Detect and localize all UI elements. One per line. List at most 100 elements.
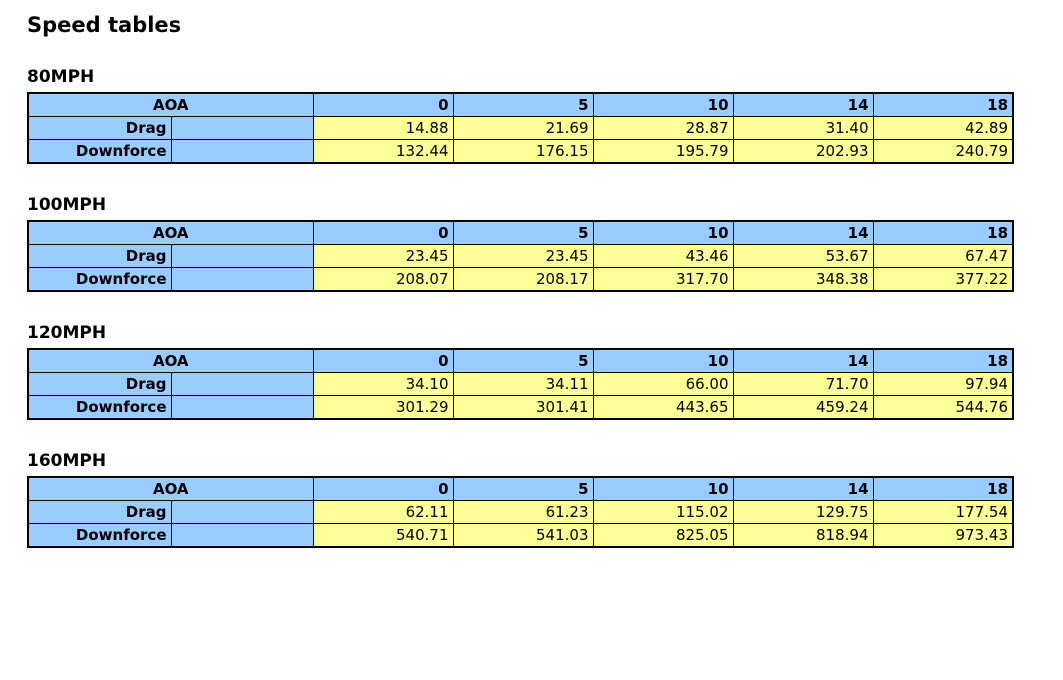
- aoa-header-cell: AOA: [27, 92, 314, 117]
- data-cell: 202.93: [732, 139, 874, 164]
- data-cell: 97.94: [872, 372, 1014, 396]
- row-spacer-cell: [170, 500, 314, 524]
- table-row: Drag 23.45 23.45 43.46 53.67 67.47: [27, 244, 1014, 268]
- row-spacer-cell: [170, 116, 314, 140]
- table-row: Drag 62.11 61.23 115.02 129.75 177.54: [27, 500, 1014, 524]
- aoa-value-header: 0: [312, 348, 454, 373]
- data-cell: 240.79: [872, 139, 1014, 164]
- data-cell: 34.11: [452, 372, 594, 396]
- speed-table: AOA 0 5 10 14 18 Drag 23.45 23.45 43.46 53.67 67.47…: [27, 220, 1015, 292]
- aoa-value-header: 5: [452, 476, 594, 501]
- data-cell: 31.40: [732, 116, 874, 140]
- data-cell: 23.45: [312, 244, 454, 268]
- table-header-row: AOA 0 5 10 14 18: [27, 92, 1014, 117]
- section-heading: 80MPH: [27, 67, 95, 87]
- data-cell: 301.29: [312, 395, 454, 420]
- data-cell: 541.03: [452, 523, 594, 548]
- data-cell: 28.87: [592, 116, 734, 140]
- data-cell: 132.44: [312, 139, 454, 164]
- aoa-value-header: 14: [732, 92, 874, 117]
- row-spacer-cell: [170, 139, 314, 164]
- aoa-value-header: 18: [872, 476, 1014, 501]
- row-spacer-cell: [170, 244, 314, 268]
- data-cell: 317.70: [592, 267, 734, 292]
- table-row: Drag 14.88 21.69 28.87 31.40 42.89: [27, 116, 1014, 140]
- data-cell: 34.10: [312, 372, 454, 396]
- data-cell: 53.67: [732, 244, 874, 268]
- aoa-value-header: 14: [732, 220, 874, 245]
- row-label-cell: Drag: [27, 244, 172, 268]
- aoa-value-header: 18: [872, 92, 1014, 117]
- row-spacer-cell: [170, 267, 314, 292]
- data-cell: 21.69: [452, 116, 594, 140]
- aoa-value-header: 10: [592, 348, 734, 373]
- speed-table: AOA 0 5 10 14 18 Drag 62.11 61.23 115.02 129.75 177…: [27, 476, 1015, 548]
- data-cell: 115.02: [592, 500, 734, 524]
- section-heading: 120MPH: [27, 323, 107, 343]
- data-cell: 301.41: [452, 395, 594, 420]
- table-header-row: AOA 0 5 10 14 18: [27, 220, 1014, 245]
- data-cell: 459.24: [732, 395, 874, 420]
- speed-section: 120MPH AOA 0 5 10 14 18 Drag 34.10 34.11 66.00 71.7…: [27, 323, 1015, 420]
- speed-section: 100MPH AOA 0 5 10 14 18 Drag 23.45 23.45 43.46 53.6…: [27, 195, 1015, 292]
- data-cell: 66.00: [592, 372, 734, 396]
- table-row: Downforce 301.29 301.41 443.65 459.24 544.76: [27, 395, 1014, 420]
- table-row: Downforce 208.07 208.17 317.70 348.38 377.22: [27, 267, 1014, 292]
- row-label-cell: Downforce: [27, 523, 172, 548]
- aoa-value-header: 18: [872, 348, 1014, 373]
- data-cell: 62.11: [312, 500, 454, 524]
- section-heading: 100MPH: [27, 195, 107, 215]
- table-header-row: AOA 0 5 10 14 18: [27, 476, 1014, 501]
- aoa-value-header: 14: [732, 348, 874, 373]
- speed-table: AOA 0 5 10 14 18 Drag 34.10 34.11 66.00 71.70 97.94…: [27, 348, 1015, 420]
- data-cell: 348.38: [732, 267, 874, 292]
- aoa-value-header: 10: [592, 92, 734, 117]
- aoa-value-header: 18: [872, 220, 1014, 245]
- aoa-header-cell: AOA: [27, 348, 314, 373]
- data-cell: 195.79: [592, 139, 734, 164]
- speed-table: AOA 0 5 10 14 18 Drag 14.88 21.69 28.87 31.40 42.89…: [27, 92, 1015, 164]
- table-row: Downforce 132.44 176.15 195.79 202.93 240.79: [27, 139, 1014, 164]
- aoa-header-cell: AOA: [27, 476, 314, 501]
- page-title: Speed tables: [27, 13, 182, 37]
- speed-section: 80MPH AOA 0 5 10 14 18 Drag 14.88 21.69 28.87 31.40…: [27, 67, 1015, 164]
- data-cell: 176.15: [452, 139, 594, 164]
- data-cell: 14.88: [312, 116, 454, 140]
- data-cell: 129.75: [732, 500, 874, 524]
- row-label-cell: Downforce: [27, 395, 172, 420]
- row-spacer-cell: [170, 523, 314, 548]
- aoa-value-header: 0: [312, 476, 454, 501]
- data-cell: 42.89: [872, 116, 1014, 140]
- table-row: Downforce 540.71 541.03 825.05 818.94 973.43: [27, 523, 1014, 548]
- data-cell: 71.70: [732, 372, 874, 396]
- aoa-header-cell: AOA: [27, 220, 314, 245]
- aoa-value-header: 14: [732, 476, 874, 501]
- data-cell: 177.54: [872, 500, 1014, 524]
- aoa-value-header: 0: [312, 220, 454, 245]
- data-cell: 544.76: [872, 395, 1014, 420]
- data-cell: 67.47: [872, 244, 1014, 268]
- data-cell: 973.43: [872, 523, 1014, 548]
- table-row: Drag 34.10 34.11 66.00 71.70 97.94: [27, 372, 1014, 396]
- row-spacer-cell: [170, 395, 314, 420]
- data-cell: 208.07: [312, 267, 454, 292]
- row-spacer-cell: [170, 372, 314, 396]
- aoa-value-header: 10: [592, 220, 734, 245]
- data-cell: 23.45: [452, 244, 594, 268]
- data-cell: 377.22: [872, 267, 1014, 292]
- row-label-cell: Drag: [27, 372, 172, 396]
- data-cell: 825.05: [592, 523, 734, 548]
- data-cell: 43.46: [592, 244, 734, 268]
- aoa-value-header: 5: [452, 348, 594, 373]
- speed-section: 160MPH AOA 0 5 10 14 18 Drag 62.11 61.23 115.02 129…: [27, 451, 1015, 548]
- data-cell: 818.94: [732, 523, 874, 548]
- table-header-row: AOA 0 5 10 14 18: [27, 348, 1014, 373]
- data-cell: 208.17: [452, 267, 594, 292]
- row-label-cell: Drag: [27, 500, 172, 524]
- data-cell: 443.65: [592, 395, 734, 420]
- aoa-value-header: 0: [312, 92, 454, 117]
- aoa-value-header: 5: [452, 92, 594, 117]
- section-heading: 160MPH: [27, 451, 107, 471]
- aoa-value-header: 5: [452, 220, 594, 245]
